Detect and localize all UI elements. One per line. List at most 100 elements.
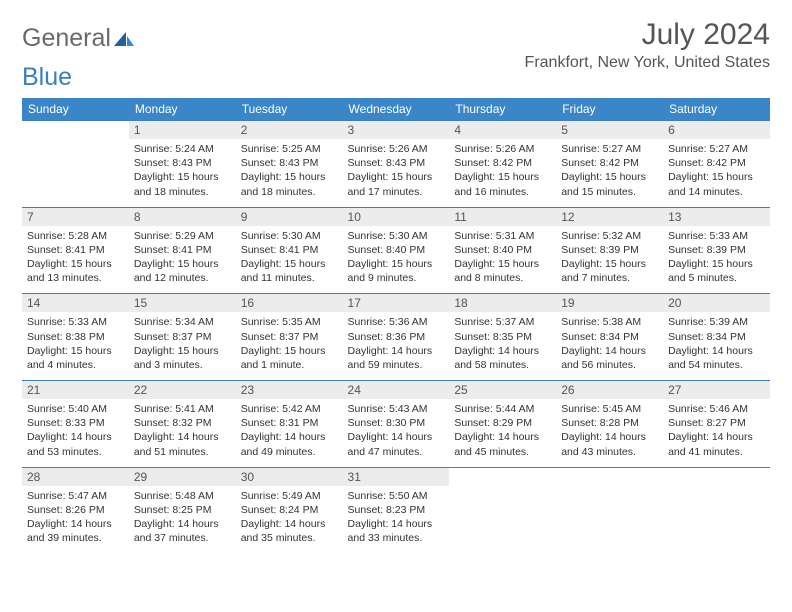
day-number: 14	[22, 294, 129, 312]
day-data: Sunrise: 5:39 AMSunset: 8:34 PMDaylight:…	[663, 312, 770, 380]
sunset-text: Sunset: 8:43 PM	[241, 156, 338, 170]
calendar-day-cell: 29Sunrise: 5:48 AMSunset: 8:25 PMDayligh…	[129, 467, 236, 553]
sunrise-text: Sunrise: 5:27 AM	[561, 142, 658, 156]
sunset-text: Sunset: 8:34 PM	[561, 330, 658, 344]
day-data: Sunrise: 5:41 AMSunset: 8:32 PMDaylight:…	[129, 399, 236, 467]
calendar-day-cell: 15Sunrise: 5:34 AMSunset: 8:37 PMDayligh…	[129, 294, 236, 381]
calendar-day-cell: 20Sunrise: 5:39 AMSunset: 8:34 PMDayligh…	[663, 294, 770, 381]
sunset-text: Sunset: 8:40 PM	[348, 243, 445, 257]
day-data: Sunrise: 5:48 AMSunset: 8:25 PMDaylight:…	[129, 486, 236, 554]
title-block: July 2024 Frankfort, New York, United St…	[525, 18, 770, 72]
day-data: Sunrise: 5:33 AMSunset: 8:39 PMDaylight:…	[663, 226, 770, 294]
day-data: Sunrise: 5:45 AMSunset: 8:28 PMDaylight:…	[556, 399, 663, 467]
day-data: Sunrise: 5:36 AMSunset: 8:36 PMDaylight:…	[343, 312, 450, 380]
calendar-day-cell: 6Sunrise: 5:27 AMSunset: 8:42 PMDaylight…	[663, 121, 770, 208]
daylight-text: Daylight: 14 hours and 47 minutes.	[348, 430, 445, 458]
daylight-text: Daylight: 14 hours and 45 minutes.	[454, 430, 551, 458]
day-number: 17	[343, 294, 450, 312]
calendar-body: 1Sunrise: 5:24 AMSunset: 8:43 PMDaylight…	[22, 121, 770, 554]
daylight-text: Daylight: 14 hours and 54 minutes.	[668, 344, 765, 372]
daylight-text: Daylight: 14 hours and 49 minutes.	[241, 430, 338, 458]
daylight-text: Daylight: 15 hours and 15 minutes.	[561, 170, 658, 198]
calendar-day-cell: 10Sunrise: 5:30 AMSunset: 8:40 PMDayligh…	[343, 207, 450, 294]
day-number: 10	[343, 208, 450, 226]
daylight-text: Daylight: 15 hours and 14 minutes.	[668, 170, 765, 198]
day-number: 27	[663, 381, 770, 399]
sunrise-text: Sunrise: 5:34 AM	[134, 315, 231, 329]
sunset-text: Sunset: 8:26 PM	[27, 503, 124, 517]
day-data: Sunrise: 5:49 AMSunset: 8:24 PMDaylight:…	[236, 486, 343, 554]
day-data: Sunrise: 5:27 AMSunset: 8:42 PMDaylight:…	[663, 139, 770, 207]
calendar-day-cell: 27Sunrise: 5:46 AMSunset: 8:27 PMDayligh…	[663, 381, 770, 468]
calendar-day-cell: 11Sunrise: 5:31 AMSunset: 8:40 PMDayligh…	[449, 207, 556, 294]
day-number: 26	[556, 381, 663, 399]
sunrise-text: Sunrise: 5:38 AM	[561, 315, 658, 329]
sunset-text: Sunset: 8:34 PM	[668, 330, 765, 344]
sunrise-text: Sunrise: 5:40 AM	[27, 402, 124, 416]
calendar-day-cell: 4Sunrise: 5:26 AMSunset: 8:42 PMDaylight…	[449, 121, 556, 208]
day-number: 11	[449, 208, 556, 226]
day-data: Sunrise: 5:46 AMSunset: 8:27 PMDaylight:…	[663, 399, 770, 467]
daylight-text: Daylight: 14 hours and 59 minutes.	[348, 344, 445, 372]
day-data: Sunrise: 5:33 AMSunset: 8:38 PMDaylight:…	[22, 312, 129, 380]
calendar-day-cell: 8Sunrise: 5:29 AMSunset: 8:41 PMDaylight…	[129, 207, 236, 294]
day-data: Sunrise: 5:40 AMSunset: 8:33 PMDaylight:…	[22, 399, 129, 467]
day-data: Sunrise: 5:32 AMSunset: 8:39 PMDaylight:…	[556, 226, 663, 294]
daylight-text: Daylight: 15 hours and 5 minutes.	[668, 257, 765, 285]
sunset-text: Sunset: 8:23 PM	[348, 503, 445, 517]
calendar-day-cell: 16Sunrise: 5:35 AMSunset: 8:37 PMDayligh…	[236, 294, 343, 381]
day-number: 30	[236, 468, 343, 486]
day-number: 3	[343, 121, 450, 139]
calendar-day-cell: 18Sunrise: 5:37 AMSunset: 8:35 PMDayligh…	[449, 294, 556, 381]
sunset-text: Sunset: 8:39 PM	[561, 243, 658, 257]
day-number: 6	[663, 121, 770, 139]
sunset-text: Sunset: 8:36 PM	[348, 330, 445, 344]
logo-word-blue: Blue	[22, 63, 72, 91]
daylight-text: Daylight: 15 hours and 17 minutes.	[348, 170, 445, 198]
day-data: Sunrise: 5:43 AMSunset: 8:30 PMDaylight:…	[343, 399, 450, 467]
day-number: 16	[236, 294, 343, 312]
calendar-day-cell: 24Sunrise: 5:43 AMSunset: 8:30 PMDayligh…	[343, 381, 450, 468]
sunrise-text: Sunrise: 5:46 AM	[668, 402, 765, 416]
day-data: Sunrise: 5:26 AMSunset: 8:42 PMDaylight:…	[449, 139, 556, 207]
sunrise-text: Sunrise: 5:47 AM	[27, 489, 124, 503]
daylight-text: Daylight: 15 hours and 4 minutes.	[27, 344, 124, 372]
sunrise-text: Sunrise: 5:42 AM	[241, 402, 338, 416]
calendar-day-cell: 13Sunrise: 5:33 AMSunset: 8:39 PMDayligh…	[663, 207, 770, 294]
sunset-text: Sunset: 8:24 PM	[241, 503, 338, 517]
day-number: 12	[556, 208, 663, 226]
weekday-saturday: Saturday	[663, 98, 770, 121]
calendar-week-row: 1Sunrise: 5:24 AMSunset: 8:43 PMDaylight…	[22, 121, 770, 208]
day-number: 5	[556, 121, 663, 139]
daylight-text: Daylight: 14 hours and 37 minutes.	[134, 517, 231, 545]
day-number: 4	[449, 121, 556, 139]
day-data: Sunrise: 5:34 AMSunset: 8:37 PMDaylight:…	[129, 312, 236, 380]
sunset-text: Sunset: 8:42 PM	[668, 156, 765, 170]
sunrise-text: Sunrise: 5:31 AM	[454, 229, 551, 243]
sunrise-text: Sunrise: 5:30 AM	[241, 229, 338, 243]
calendar-day-cell: 30Sunrise: 5:49 AMSunset: 8:24 PMDayligh…	[236, 467, 343, 553]
sunrise-text: Sunrise: 5:25 AM	[241, 142, 338, 156]
day-number: 15	[129, 294, 236, 312]
weekday-header-row: Sunday Monday Tuesday Wednesday Thursday…	[22, 98, 770, 121]
sunset-text: Sunset: 8:37 PM	[134, 330, 231, 344]
day-number: 13	[663, 208, 770, 226]
daylight-text: Daylight: 15 hours and 7 minutes.	[561, 257, 658, 285]
calendar-day-cell: 21Sunrise: 5:40 AMSunset: 8:33 PMDayligh…	[22, 381, 129, 468]
sunset-text: Sunset: 8:29 PM	[454, 416, 551, 430]
daylight-text: Daylight: 15 hours and 9 minutes.	[348, 257, 445, 285]
calendar-day-cell	[449, 467, 556, 553]
sunrise-text: Sunrise: 5:43 AM	[348, 402, 445, 416]
sunset-text: Sunset: 8:25 PM	[134, 503, 231, 517]
day-data: Sunrise: 5:25 AMSunset: 8:43 PMDaylight:…	[236, 139, 343, 207]
calendar-week-row: 21Sunrise: 5:40 AMSunset: 8:33 PMDayligh…	[22, 381, 770, 468]
sunrise-text: Sunrise: 5:26 AM	[454, 142, 551, 156]
day-number: 19	[556, 294, 663, 312]
page-header: GeneralBlue July 2024 Frankfort, New Yor…	[22, 18, 770, 92]
calendar-day-cell: 7Sunrise: 5:28 AMSunset: 8:41 PMDaylight…	[22, 207, 129, 294]
day-number: 1	[129, 121, 236, 139]
calendar-week-row: 7Sunrise: 5:28 AMSunset: 8:41 PMDaylight…	[22, 207, 770, 294]
daylight-text: Daylight: 14 hours and 43 minutes.	[561, 430, 658, 458]
sunset-text: Sunset: 8:32 PM	[134, 416, 231, 430]
day-data: Sunrise: 5:28 AMSunset: 8:41 PMDaylight:…	[22, 226, 129, 294]
